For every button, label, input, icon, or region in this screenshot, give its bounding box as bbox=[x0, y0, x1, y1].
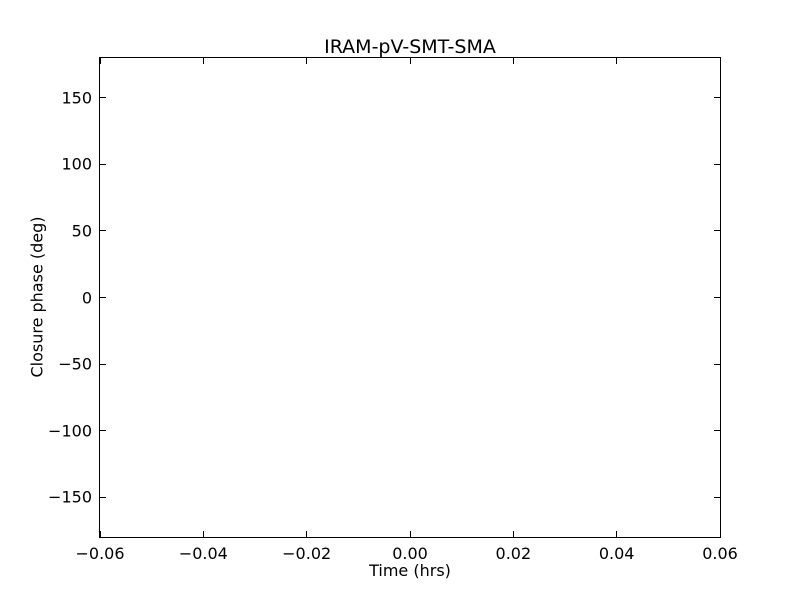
y-tick-label: 50 bbox=[71, 221, 92, 241]
y-tick-label: 100 bbox=[61, 154, 92, 174]
x-axis-label: Time (hrs) bbox=[369, 561, 451, 580]
x-tick-top bbox=[616, 58, 618, 64]
x-tick bbox=[616, 531, 618, 537]
y-tick bbox=[100, 363, 106, 365]
y-tick-label: −50 bbox=[58, 354, 92, 374]
y-tick bbox=[100, 297, 106, 298]
y-tick-label: 150 bbox=[61, 88, 92, 108]
y-tick-label: −150 bbox=[48, 487, 92, 507]
y-tick-label: 0 bbox=[81, 288, 92, 307]
x-tick-top bbox=[512, 58, 514, 64]
chart-title: IRAM-pV-SMT-SMA bbox=[324, 36, 496, 58]
x-tick-top bbox=[719, 58, 721, 64]
y-tick-label: −100 bbox=[48, 421, 92, 441]
x-tick-label: 0.00 bbox=[392, 544, 428, 563]
x-tick-label: −0.06 bbox=[75, 544, 125, 563]
x-tick-top bbox=[202, 58, 204, 64]
x-tick-label: 0.06 bbox=[702, 544, 738, 563]
y-tick bbox=[100, 230, 106, 232]
y-tick-right bbox=[714, 163, 720, 165]
y-tick-right bbox=[714, 230, 720, 232]
y-tick bbox=[100, 163, 106, 165]
y-tick-right bbox=[714, 97, 720, 99]
x-tick-top bbox=[99, 58, 101, 64]
x-tick-label: 0.02 bbox=[495, 544, 532, 563]
y-tick bbox=[100, 430, 106, 432]
x-tick bbox=[512, 531, 514, 537]
x-tick-top bbox=[306, 58, 308, 64]
x-tick-label: −0.04 bbox=[178, 544, 228, 563]
y-tick-right bbox=[714, 430, 720, 432]
y-tick bbox=[100, 97, 106, 99]
y-axis-label: Closure phase (deg) bbox=[27, 216, 47, 378]
x-tick-label: 0.04 bbox=[598, 544, 635, 563]
y-tick-right bbox=[714, 363, 720, 365]
plot-area: −0.06 −0.04 −0.02 0.00 0.02 0.04 0.06 150 100 50 0… bbox=[48, 57, 738, 563]
x-tick bbox=[409, 531, 411, 537]
x-tick bbox=[719, 531, 721, 537]
x-tick bbox=[306, 531, 308, 537]
x-tick bbox=[99, 531, 101, 537]
x-tick-label: −0.02 bbox=[282, 544, 332, 563]
x-tick-top bbox=[409, 58, 411, 64]
y-tick bbox=[100, 496, 106, 498]
y-tick-right bbox=[714, 297, 720, 298]
y-tick-right bbox=[714, 496, 720, 498]
x-tick bbox=[202, 531, 204, 537]
